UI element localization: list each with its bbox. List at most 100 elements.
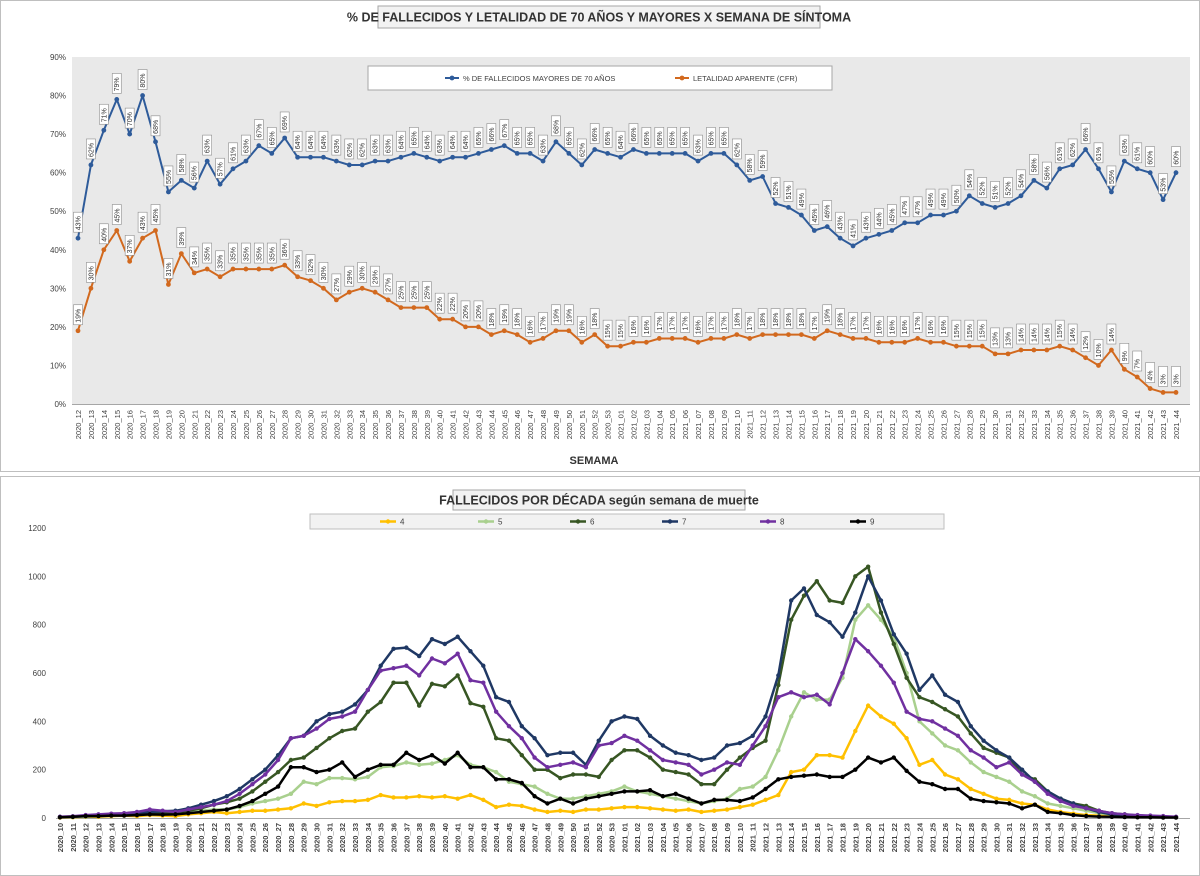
data-label-text: 20% bbox=[463, 305, 470, 319]
data-point bbox=[442, 641, 448, 647]
data-label-text: 66% bbox=[631, 128, 638, 142]
data-point bbox=[545, 791, 550, 797]
data-point bbox=[340, 775, 345, 781]
data-point bbox=[346, 289, 352, 295]
data-label: 54% bbox=[964, 169, 975, 191]
data-label-box bbox=[977, 319, 988, 341]
data-label-box bbox=[266, 127, 277, 148]
data-point bbox=[904, 768, 909, 774]
x-tick-label: 2020_26 bbox=[261, 823, 270, 852]
data-point bbox=[955, 786, 961, 792]
data-point bbox=[333, 158, 339, 164]
x-tick-label: 2020_38 bbox=[410, 410, 419, 439]
x-tick-label: 2020_35 bbox=[377, 823, 386, 852]
data-point bbox=[211, 802, 217, 807]
x-tick-label: 2020_20 bbox=[184, 823, 193, 852]
data-point bbox=[570, 750, 576, 755]
data-label-box bbox=[990, 181, 1000, 202]
x-tick-label: 2021_32 bbox=[1017, 410, 1026, 439]
chart-title-box bbox=[377, 5, 821, 29]
data-point bbox=[686, 772, 691, 777]
data-label-text: 64% bbox=[295, 135, 302, 149]
x-tick-label: 2020_53 bbox=[608, 823, 617, 852]
data-point bbox=[340, 728, 345, 734]
data-point bbox=[566, 150, 572, 156]
data-point bbox=[359, 162, 365, 168]
data-label-text: 27% bbox=[334, 278, 341, 292]
data-point bbox=[904, 736, 909, 741]
data-label-box bbox=[396, 281, 406, 302]
data-point bbox=[134, 809, 140, 815]
data-point bbox=[327, 736, 332, 741]
data-label-text: 67% bbox=[502, 124, 509, 138]
data-point bbox=[160, 812, 165, 817]
data-point bbox=[442, 684, 448, 689]
x-tick-label: 2020_25 bbox=[242, 410, 251, 439]
data-label: 54% bbox=[1016, 169, 1026, 191]
data-label-text: 59% bbox=[760, 155, 767, 169]
data-label-box bbox=[434, 292, 445, 314]
data-label: 22% bbox=[434, 292, 445, 314]
data-label: 46% bbox=[822, 200, 833, 221]
data-label: 52% bbox=[1003, 177, 1013, 198]
data-label: 64% bbox=[421, 130, 432, 152]
data-point bbox=[734, 332, 740, 337]
data-label-text: 49% bbox=[941, 193, 948, 207]
x-tick-label: 2021_33 bbox=[1030, 410, 1039, 439]
x-tick-label: 2020_14 bbox=[100, 410, 109, 439]
data-point bbox=[891, 641, 896, 647]
data-label-box bbox=[357, 138, 367, 160]
data-label-box bbox=[1119, 134, 1130, 156]
x-tick-label: 2021_15 bbox=[800, 823, 809, 852]
data-label-text: 15% bbox=[618, 324, 625, 338]
data-label-box bbox=[757, 308, 768, 329]
data-point bbox=[321, 154, 326, 160]
data-point bbox=[411, 305, 417, 311]
y-tick-label: 0 bbox=[42, 814, 47, 823]
data-point bbox=[198, 809, 204, 815]
data-label-box bbox=[783, 308, 794, 329]
legend-label: 6 bbox=[590, 518, 595, 527]
data-point bbox=[237, 803, 242, 809]
data-label-box bbox=[176, 227, 187, 248]
data-point bbox=[519, 723, 524, 729]
data-label-box bbox=[1029, 323, 1039, 345]
data-label-box bbox=[228, 242, 238, 264]
data-label-box bbox=[499, 304, 510, 326]
data-label: 18% bbox=[757, 308, 768, 329]
data-label: 62% bbox=[576, 138, 587, 160]
data-point bbox=[378, 668, 383, 673]
data-point bbox=[763, 774, 768, 780]
data-label: 58% bbox=[1029, 154, 1039, 175]
x-tick-label: 2021_43 bbox=[1159, 823, 1168, 852]
data-label-box bbox=[305, 130, 316, 152]
data-label-text: 18% bbox=[786, 313, 793, 327]
y-tick-label: 70% bbox=[50, 130, 66, 139]
data-point bbox=[488, 332, 494, 337]
x-tick-label: 2021_38 bbox=[1094, 410, 1103, 439]
data-label: 30% bbox=[357, 262, 367, 283]
data-point bbox=[776, 682, 781, 688]
data-point bbox=[237, 796, 242, 801]
data-label-box bbox=[254, 242, 264, 264]
data-label: 19% bbox=[551, 304, 561, 326]
data-point bbox=[622, 784, 627, 789]
data-point bbox=[1058, 803, 1063, 809]
x-tick-label: 2020_51 bbox=[578, 410, 587, 439]
data-point bbox=[365, 709, 371, 714]
data-point bbox=[1044, 347, 1050, 353]
data-label-text: 18% bbox=[734, 313, 741, 327]
data-label-text: 17% bbox=[812, 316, 819, 330]
data-label-text: 56% bbox=[192, 166, 199, 180]
data-label-box bbox=[447, 130, 458, 152]
data-label: 61% bbox=[228, 142, 238, 164]
data-point bbox=[1005, 201, 1011, 206]
data-point bbox=[827, 598, 832, 603]
data-label-box bbox=[1080, 123, 1091, 144]
data-point bbox=[955, 733, 961, 739]
data-label: 16% bbox=[628, 316, 639, 337]
data-label-box bbox=[512, 308, 523, 329]
data-label-box bbox=[925, 316, 936, 337]
data-label: 49% bbox=[925, 188, 936, 210]
data-point bbox=[250, 789, 255, 794]
